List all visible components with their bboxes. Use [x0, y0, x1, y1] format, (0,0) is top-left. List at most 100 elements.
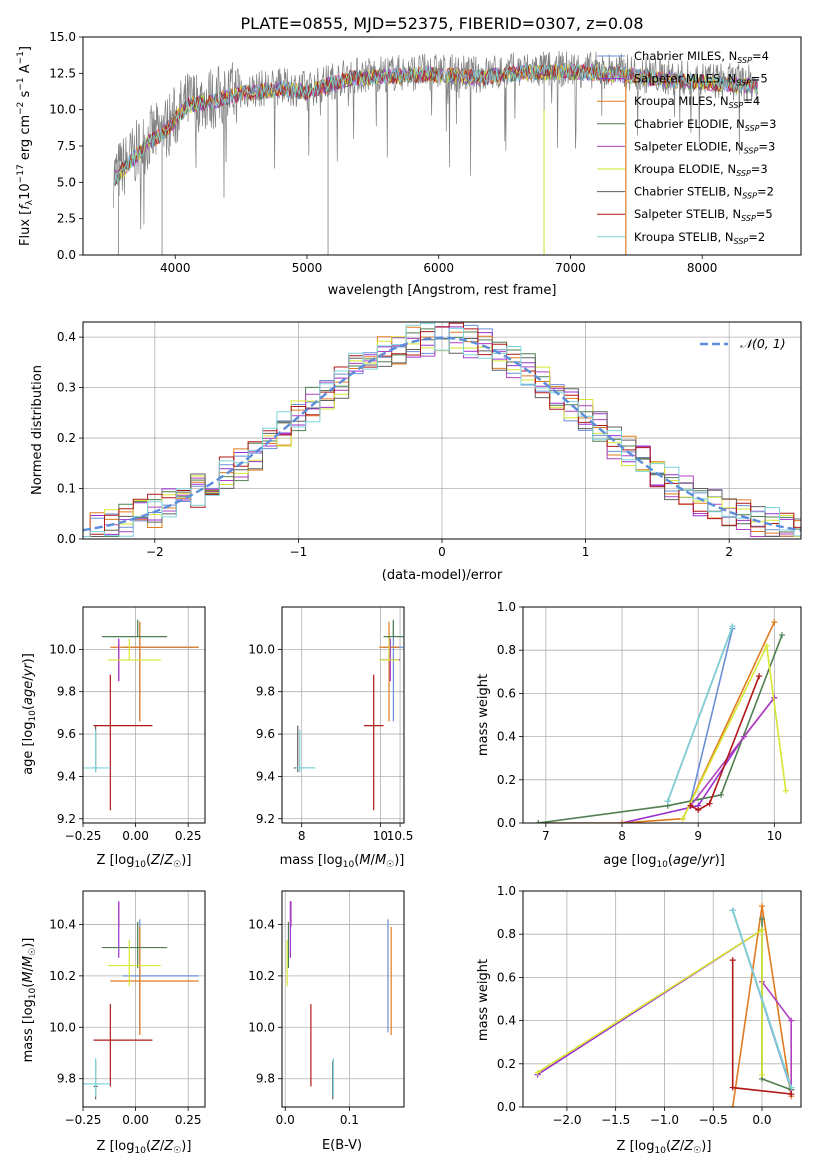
mass-vs-ebv-panel: 0.0 0.1 9.8 10.0 10.2 10.4 [248, 890, 405, 1127]
legend-subscript: SSP [729, 101, 744, 110]
y-tick-label: 0.2 [497, 1057, 516, 1071]
weight-marker [771, 619, 778, 626]
weight-marker [619, 820, 626, 823]
weight-marker [729, 1084, 736, 1091]
x-tick-label: 8 [618, 829, 626, 843]
age-xlabel: age [log10(age/yr)] [603, 853, 725, 870]
legend-subscript: SSP [744, 146, 759, 155]
svg-text:mass [log10(M/M☉)]: mass [log10(M/M☉)] [21, 938, 38, 1063]
legend-subscript: SSP [737, 56, 752, 65]
svg-text:age [log10(age/yr)]: age [log10(age/yr)] [603, 853, 725, 870]
z-xlabel-top: Z [log10(Z/Z☉)] [97, 853, 192, 870]
x-tick-label: 5000 [292, 261, 323, 275]
y-tick-label: 9.8 [256, 1072, 275, 1086]
z-xlabel-weight: Z [log10(Z/Z☉)] [617, 1139, 712, 1156]
y-tick-label: 0.8 [497, 643, 516, 657]
legend-entry: Chabrier ELODIE, NSSP=3 [634, 117, 776, 133]
mass-vs-z-panel: −0.25 0.00 0.25 9.8 10.0 10.2 10.4 [49, 890, 206, 1127]
legend-entry: Kroupa STELIB, NSSP=2 [634, 230, 765, 246]
clipped-layer [286, 901, 392, 1100]
legend-count: =5 [756, 207, 773, 221]
legend-entry: Salpeter ELODIE, NSSP=3 [634, 139, 775, 155]
y-tick-label: 10.0 [49, 1020, 76, 1034]
x-tick-label: 0.00 [122, 1113, 149, 1127]
weight-track [731, 910, 792, 1088]
weight-marker [729, 957, 736, 964]
residual-xlabel: (data-model)/error [382, 568, 503, 583]
residual-histogram [83, 322, 801, 537]
weight-marker [763, 642, 770, 649]
legend-subscript: SSP [742, 192, 757, 201]
x-tick-label: 1 [582, 545, 590, 559]
x-tick-label: 7000 [555, 261, 586, 275]
legend-entry: Kroupa ELODIE, NSSP=3 [634, 162, 768, 178]
x-tick-label: −1 [290, 545, 308, 559]
legend-entry: 𝒩(0, 1) [740, 336, 786, 351]
weight-marker [758, 916, 765, 923]
y-tick-label: 0.4 [497, 1014, 516, 1028]
clipped-layer [534, 903, 795, 1107]
ebv-xlabel: E(B-V) [322, 1138, 362, 1153]
legend-entry: Chabrier STELIB, NSSP=2 [634, 185, 774, 201]
y-tick-label: 10.0 [49, 642, 76, 656]
legend-count: =4 [743, 94, 760, 108]
y-tick-label: 10.4 [248, 917, 275, 931]
x-tick-label: 0.0 [752, 1113, 771, 1127]
figure-title: PLATE=0855, MJD=52375, FIBERID=0307, z=0… [240, 14, 643, 33]
y-tick-label: 9.2 [57, 812, 76, 826]
x-tick-label: 7 [542, 829, 550, 843]
legend-count: =3 [758, 139, 775, 153]
normal-curve [83, 336, 801, 532]
axes-frame [281, 890, 405, 1108]
x-tick-label: 0.00 [122, 829, 149, 843]
clipped-layer [83, 322, 801, 537]
y-tick-label: 10.0 [248, 1020, 275, 1034]
axes-frame [82, 606, 206, 824]
axes-frame [281, 606, 405, 824]
legend-subscript: SSP [734, 237, 749, 246]
y-tick-label: 9.6 [57, 727, 76, 741]
svg-text:Flux [fλ10−17 erg cm−2 s−1 A−1: Flux [fλ10−17 erg cm−2 s−1 A−1] [16, 46, 35, 246]
y-tick-label: 9.4 [256, 769, 275, 783]
weight-marker [788, 1084, 795, 1091]
mass-xlabel: mass [log10(M/M☉)] [280, 853, 405, 870]
axes-frame [82, 890, 206, 1108]
svg-text:Z [log10(Z/Z☉)]: Z [log10(Z/Z☉)] [617, 1139, 712, 1156]
legend-subscript: SSP [745, 124, 760, 133]
y-tick-label: 9.4 [57, 769, 76, 783]
x-tick-label: 0.0 [276, 1113, 295, 1127]
y-tick-label: 10.2 [49, 969, 76, 983]
y-tick-label: 0.0 [57, 248, 76, 262]
y-tick-label: 9.8 [57, 1072, 76, 1086]
x-tick-label: 8000 [687, 261, 718, 275]
weight-marker [788, 1091, 795, 1098]
legend-subscript: SSP [736, 79, 751, 88]
legend-entry: Salpeter MILES, NSSP=5 [634, 72, 768, 88]
weight-marker [729, 623, 736, 630]
residual-ylabel: Normed distribution [30, 365, 45, 495]
x-tick-label: 0.25 [175, 1113, 202, 1127]
y-tick-label: 10.0 [49, 103, 76, 117]
weight-track [666, 626, 734, 802]
spectrum-ylabel: Flux [fλ10−17 erg cm−2 s−1 A−1] [16, 46, 35, 246]
weight-marker [782, 787, 789, 794]
spectrum-panel: 4000 5000 6000 7000 8000 0.0 2.5 5.0 7.5 10.0 12.5… [49, 30, 802, 275]
y-tick-label: 0.8 [497, 927, 516, 941]
weight-marker [664, 798, 671, 805]
weight-marker [695, 807, 702, 814]
y-tick-label: 0.0 [497, 816, 516, 830]
y-tick-label: 1.0 [497, 600, 516, 614]
axes-frame [522, 890, 802, 1108]
mass-ylabel: mass [log10(M/M☉)] [21, 938, 38, 1063]
x-tick-label: −1.0 [650, 1113, 679, 1127]
svg-text:Z [log10(Z/Z☉)]: Z [log10(Z/Z☉)] [97, 853, 192, 870]
clipped-layer [535, 619, 789, 823]
legend-subscript: SSP [741, 214, 756, 223]
weight-marker [534, 1069, 541, 1076]
weight-marker [718, 791, 725, 798]
y-tick-label: 10.4 [49, 917, 76, 931]
x-tick-label: −2.0 [552, 1113, 581, 1127]
svg-text:age [log10(age/yr)]: age [log10(age/yr)] [21, 653, 38, 775]
y-tick-label: 0.6 [497, 970, 516, 984]
